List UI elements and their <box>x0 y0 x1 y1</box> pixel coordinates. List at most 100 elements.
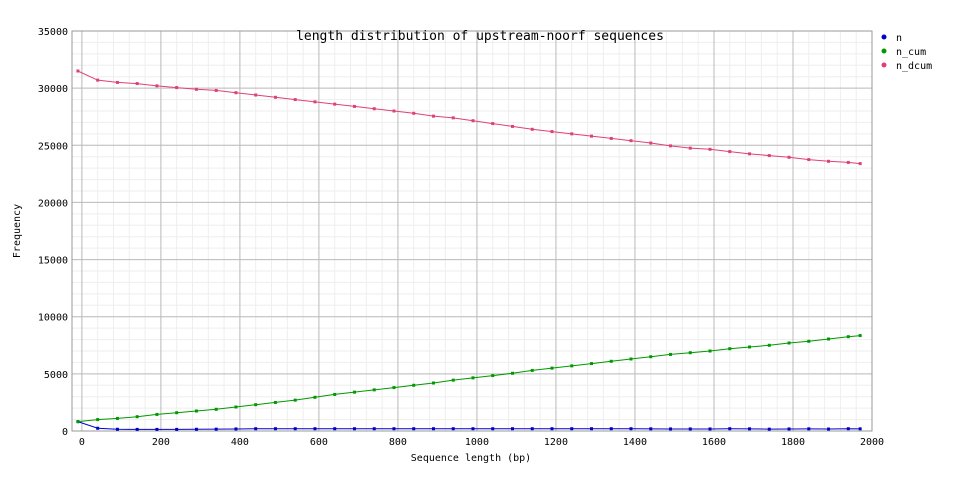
data-point-n <box>846 427 850 431</box>
data-point-n_cum <box>846 335 850 339</box>
data-point-n_dcum <box>214 88 218 92</box>
data-point-n <box>431 427 435 431</box>
y-tick-label: 35000 <box>38 27 68 38</box>
data-point-n <box>175 427 179 431</box>
y-tick-label: 30000 <box>38 84 68 95</box>
data-point-n_cum <box>858 334 862 338</box>
legend-label-n_dcum: n_dcum <box>896 61 932 72</box>
data-point-n_dcum <box>412 111 416 115</box>
x-tick-label: 200 <box>152 437 170 448</box>
y-tick-label: 25000 <box>38 141 68 152</box>
data-point-n_cum <box>194 409 198 413</box>
data-point-n_dcum <box>609 136 613 140</box>
data-point-n <box>471 427 475 431</box>
data-point-n <box>510 427 514 431</box>
data-point-n_dcum <box>570 132 574 136</box>
data-point-n_cum <box>767 343 771 347</box>
data-point-n <box>254 427 258 431</box>
data-point-n_dcum <box>96 78 100 82</box>
data-point-n_cum <box>273 400 277 404</box>
data-point-n <box>491 427 495 431</box>
data-point-n_dcum <box>550 130 554 134</box>
data-point-n_cum <box>787 341 791 345</box>
data-point-n_cum <box>451 378 455 382</box>
data-point-n <box>669 427 673 431</box>
data-point-n <box>748 427 752 431</box>
chart-title: length distribution of upstream-noorf se… <box>296 29 664 44</box>
data-point-n <box>155 427 159 431</box>
data-point-n_cum <box>570 364 574 368</box>
y-tick-label: 20000 <box>38 198 68 209</box>
data-point-n <box>273 427 277 431</box>
legend-marker-n_cum <box>881 48 887 54</box>
x-tick-label: 600 <box>310 437 328 448</box>
data-point-n <box>629 427 633 431</box>
series-n_cum <box>76 334 862 424</box>
data-point-n_dcum <box>688 146 692 150</box>
data-point-n_cum <box>510 371 514 375</box>
data-point-n <box>728 427 732 431</box>
series-layer <box>76 69 862 431</box>
y-tick-label: 15000 <box>38 256 68 267</box>
data-point-n_dcum <box>431 114 435 118</box>
data-point-n_cum <box>748 345 752 349</box>
data-point-n_dcum <box>649 141 653 145</box>
plot-frame <box>71 30 873 432</box>
data-point-n <box>352 427 356 431</box>
data-point-n_dcum <box>293 98 297 102</box>
data-point-n_cum <box>431 381 435 385</box>
data-point-n_dcum <box>254 93 258 97</box>
data-point-n <box>115 427 119 431</box>
data-point-n_dcum <box>530 127 534 131</box>
x-tick-label: 2000 <box>860 437 884 448</box>
data-point-n_cum <box>313 395 317 399</box>
data-point-n_dcum <box>590 134 594 138</box>
legend-label-n_cum: n_cum <box>896 47 926 58</box>
data-point-n_dcum <box>708 147 712 151</box>
data-point-n_cum <box>135 415 139 419</box>
data-point-n_cum <box>392 386 396 390</box>
data-point-n_cum <box>372 388 376 392</box>
data-point-n_cum <box>708 349 712 353</box>
data-point-n_dcum <box>748 152 752 156</box>
data-point-n <box>688 427 692 431</box>
data-point-n_dcum <box>155 84 159 88</box>
data-point-n_dcum <box>471 119 475 123</box>
data-point-n_cum <box>807 339 811 343</box>
data-point-n_cum <box>214 407 218 411</box>
data-point-n_dcum <box>858 162 862 166</box>
data-point-n_dcum <box>333 102 337 106</box>
data-point-n_cum <box>293 398 297 402</box>
data-point-n_dcum <box>807 158 811 162</box>
data-point-n <box>451 427 455 431</box>
series-n_dcum <box>76 69 862 166</box>
data-point-n_cum <box>590 362 594 366</box>
data-point-n_cum <box>550 366 554 370</box>
data-point-n_cum <box>609 359 613 363</box>
data-point-n_dcum <box>669 144 673 148</box>
data-point-n_dcum <box>392 109 396 113</box>
x-tick-label: 1400 <box>623 437 647 448</box>
data-point-n_dcum <box>313 100 317 104</box>
data-point-n <box>96 426 100 430</box>
data-point-n <box>135 427 139 431</box>
data-point-n_dcum <box>491 122 495 126</box>
x-tick-label: 1800 <box>781 437 805 448</box>
data-point-n_dcum <box>846 160 850 164</box>
legend-label-n: n <box>896 33 902 44</box>
data-point-n <box>609 427 613 431</box>
x-tick-label: 400 <box>231 437 249 448</box>
data-point-n_cum <box>649 355 653 359</box>
data-point-n_cum <box>530 368 534 372</box>
x-tick-label: 1000 <box>465 437 489 448</box>
data-point-n <box>530 427 534 431</box>
x-tick-label: 1600 <box>702 437 726 448</box>
data-point-n_dcum <box>510 124 514 128</box>
data-point-n_dcum <box>234 91 238 95</box>
y-tick-label: 10000 <box>38 313 68 324</box>
data-point-n <box>649 427 653 431</box>
data-point-n <box>214 427 218 431</box>
x-tick-label: 0 <box>79 437 85 448</box>
data-point-n_cum <box>175 411 179 415</box>
data-point-n <box>858 427 862 431</box>
